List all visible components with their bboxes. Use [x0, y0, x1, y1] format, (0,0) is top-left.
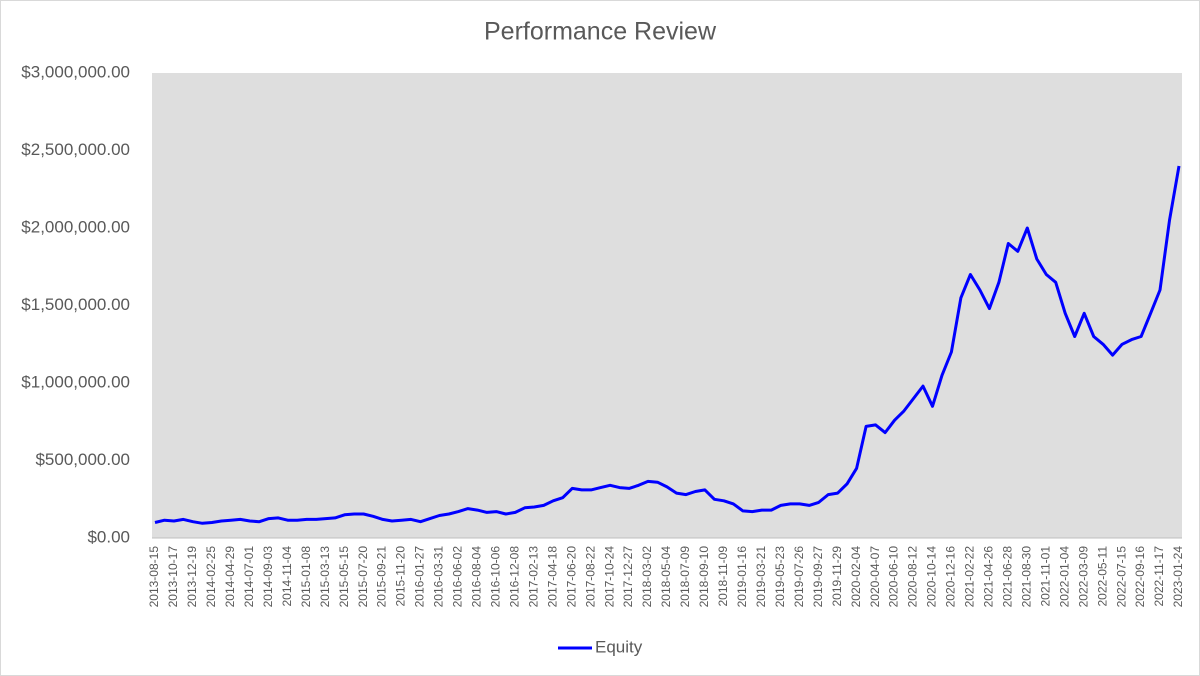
x-tick-label: 2018-05-04 — [659, 546, 673, 608]
x-tick-label: 2022-03-09 — [1076, 546, 1090, 608]
x-tick-label: 2018-07-09 — [678, 546, 692, 608]
line-series — [154, 165, 1181, 525]
x-tick-label: 2018-09-10 — [697, 546, 711, 608]
x-tick-label: 2017-10-24 — [602, 546, 616, 608]
x-tick-label: 2019-01-16 — [735, 546, 749, 608]
x-tick-label: 2014-11-04 — [280, 546, 294, 607]
y-tick-label: $1,000,000.00 — [21, 372, 130, 391]
x-tick-label: 2018-11-09 — [716, 546, 730, 607]
x-tick-label: 2022-05-11 — [1095, 546, 1109, 607]
x-tick-label: 2016-06-02 — [451, 546, 465, 608]
x-tick-label: 2013-12-19 — [185, 546, 199, 608]
x-tick-label: 2016-10-06 — [489, 546, 503, 608]
y-tick-label: $3,000,000.00 — [21, 62, 130, 81]
x-tick-label: 2018-03-02 — [640, 546, 654, 608]
x-tick-label: 2013-08-15 — [147, 546, 161, 608]
x-tick-label: 2021-06-28 — [1001, 546, 1015, 608]
x-tick-label: 2020-12-16 — [944, 546, 958, 608]
chart-title: Performance Review — [484, 18, 717, 46]
x-tick-label: 2019-11-29 — [830, 546, 844, 607]
x-tick-label: 2016-08-04 — [470, 546, 484, 608]
x-tick-label: 2017-06-20 — [564, 546, 578, 608]
x-tick-label: 2017-12-27 — [621, 546, 635, 608]
x-tick-label: 2021-11-01 — [1038, 546, 1052, 607]
x-tick-label: 2020-06-10 — [887, 546, 901, 608]
x-tick-label: 2022-11-17 — [1152, 546, 1166, 607]
x-tick-label: 2019-09-27 — [811, 546, 825, 608]
x-tick-label: 2016-03-31 — [432, 546, 446, 608]
plot-area — [152, 73, 1182, 538]
y-tick-label: $2,000,000.00 — [21, 217, 130, 236]
y-tick-label: $500,000.00 — [35, 450, 130, 469]
x-tick-label: 2014-07-01 — [242, 546, 256, 608]
x-tick-label: 2015-11-20 — [394, 546, 408, 607]
x-tick-label: 2021-04-26 — [982, 546, 996, 608]
x-tick-label: 2020-04-07 — [868, 546, 882, 608]
x-tick-label: 2014-02-25 — [204, 546, 218, 608]
x-tick-label: 2017-04-18 — [545, 546, 559, 608]
x-tick-label: 2021-02-22 — [963, 546, 977, 608]
x-tick-label: 2015-09-21 — [375, 546, 389, 608]
x-tick-label: 2015-07-20 — [356, 546, 370, 608]
x-tick-label: 2015-03-13 — [318, 546, 332, 608]
x-tick-label: 2014-09-03 — [261, 546, 275, 608]
x-tick-label: 2020-02-04 — [849, 546, 863, 608]
x-tick-label: 2019-05-23 — [773, 546, 787, 608]
y-tick-label: $2,500,000.00 — [21, 140, 130, 159]
x-tick-label: 2023-01-24 — [1171, 546, 1185, 608]
x-tick-label: 2017-02-13 — [526, 546, 540, 608]
x-tick-label: 2022-09-16 — [1133, 546, 1147, 608]
x-tick-label: 2015-05-15 — [337, 546, 351, 608]
x-tick-label: 2016-01-27 — [413, 546, 427, 608]
x-tick-label: 2021-08-30 — [1019, 546, 1033, 608]
x-tick-label: 2022-07-15 — [1114, 546, 1128, 608]
x-tick-label: 2013-10-17 — [166, 546, 180, 608]
x-tick-label: 2019-03-21 — [754, 546, 768, 608]
x-tick-label: 2020-10-14 — [925, 546, 939, 608]
x-tick-label: 2016-12-08 — [507, 546, 521, 608]
x-tick-label: 2020-08-12 — [906, 546, 920, 608]
y-tick-label: $0.00 — [87, 527, 130, 546]
x-tick-label: 2017-08-22 — [583, 546, 597, 608]
x-tick-label: 2015-01-08 — [299, 546, 313, 608]
x-tick-label: 2019-07-26 — [792, 546, 806, 608]
y-tick-label: $1,500,000.00 — [21, 295, 130, 314]
x-tick-label: 2014-04-29 — [223, 546, 237, 608]
legend-label: Equity — [595, 637, 643, 656]
x-tick-label: 2022-01-04 — [1057, 546, 1071, 608]
